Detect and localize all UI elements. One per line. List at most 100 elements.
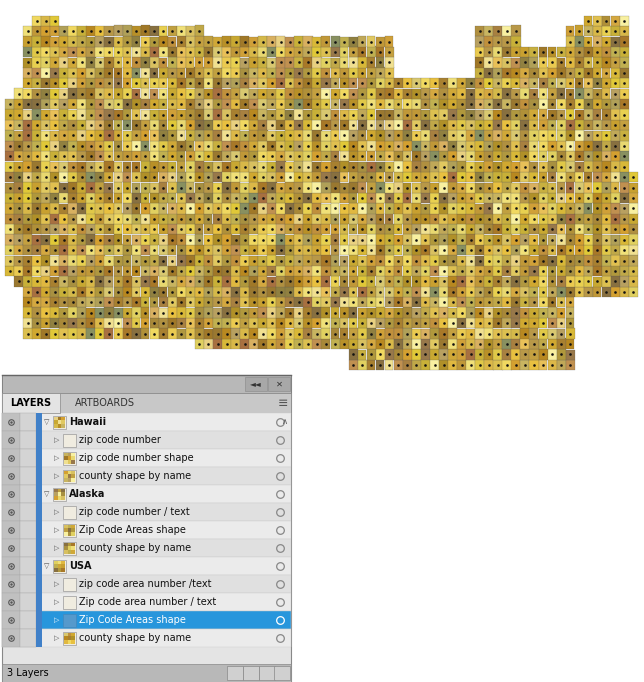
- Bar: [32, 203, 41, 213]
- Bar: [493, 349, 502, 359]
- Bar: [321, 328, 330, 339]
- Bar: [177, 266, 186, 276]
- Bar: [186, 224, 194, 235]
- Bar: [86, 109, 96, 120]
- Bar: [357, 266, 366, 276]
- Bar: [113, 297, 123, 308]
- Bar: [312, 318, 321, 328]
- Bar: [529, 120, 538, 130]
- Bar: [457, 224, 466, 235]
- Bar: [95, 286, 104, 297]
- Bar: [59, 151, 68, 162]
- Bar: [538, 349, 548, 359]
- Bar: [602, 161, 611, 172]
- Bar: [149, 183, 159, 193]
- Bar: [122, 46, 131, 57]
- Bar: [86, 308, 95, 318]
- Bar: [77, 297, 86, 308]
- Bar: [59, 36, 68, 46]
- Bar: [249, 308, 258, 318]
- Bar: [520, 349, 529, 359]
- Bar: [547, 119, 556, 130]
- Bar: [158, 245, 168, 255]
- Bar: [375, 193, 385, 203]
- Bar: [611, 99, 620, 109]
- Bar: [131, 78, 140, 89]
- Bar: [68, 550, 71, 554]
- Bar: [32, 244, 41, 255]
- Bar: [59, 120, 68, 130]
- Bar: [547, 203, 557, 213]
- Bar: [149, 308, 159, 318]
- Bar: [95, 308, 104, 318]
- Bar: [2, 375, 291, 682]
- Bar: [565, 68, 574, 78]
- Bar: [113, 47, 123, 57]
- Bar: [258, 47, 267, 57]
- Bar: [620, 141, 629, 151]
- Bar: [231, 287, 241, 297]
- Bar: [41, 68, 51, 78]
- Bar: [412, 297, 421, 308]
- Bar: [186, 68, 195, 78]
- Bar: [140, 256, 150, 266]
- Bar: [412, 339, 421, 349]
- Bar: [168, 328, 177, 339]
- Bar: [58, 496, 61, 499]
- Bar: [565, 182, 574, 193]
- Bar: [547, 235, 556, 245]
- Bar: [394, 162, 403, 172]
- Bar: [303, 245, 312, 255]
- Bar: [403, 161, 412, 172]
- Text: Alaska: Alaska: [69, 489, 106, 499]
- Bar: [385, 266, 394, 276]
- Bar: [231, 78, 240, 89]
- Bar: [104, 68, 113, 78]
- Bar: [71, 546, 75, 550]
- Bar: [439, 245, 448, 255]
- Bar: [249, 286, 258, 297]
- Bar: [529, 328, 538, 339]
- Bar: [276, 203, 286, 213]
- Bar: [294, 88, 303, 99]
- Bar: [71, 636, 75, 640]
- Bar: [86, 37, 95, 46]
- Bar: [366, 297, 376, 308]
- Bar: [59, 183, 68, 193]
- Bar: [321, 173, 331, 182]
- Bar: [312, 141, 321, 151]
- Bar: [511, 57, 521, 68]
- Bar: [240, 140, 249, 151]
- Bar: [71, 456, 75, 460]
- Bar: [50, 68, 60, 78]
- Bar: [231, 88, 240, 99]
- Bar: [520, 78, 529, 89]
- Bar: [412, 224, 421, 235]
- Bar: [448, 130, 458, 140]
- Bar: [5, 256, 14, 266]
- Bar: [602, 203, 611, 213]
- Bar: [348, 182, 358, 193]
- Bar: [312, 151, 322, 162]
- Bar: [556, 276, 566, 286]
- Bar: [23, 46, 32, 57]
- Bar: [330, 318, 339, 328]
- Bar: [357, 162, 367, 172]
- Bar: [457, 307, 466, 318]
- Bar: [68, 456, 71, 460]
- Bar: [502, 339, 511, 349]
- Bar: [330, 110, 339, 120]
- Bar: [186, 318, 194, 328]
- Bar: [195, 68, 204, 78]
- Bar: [104, 46, 113, 57]
- Bar: [258, 162, 267, 172]
- Bar: [602, 287, 611, 297]
- Bar: [439, 328, 448, 339]
- Bar: [357, 109, 366, 120]
- Bar: [421, 130, 430, 140]
- Bar: [493, 110, 502, 120]
- Bar: [602, 276, 611, 286]
- Bar: [68, 130, 77, 140]
- Bar: [502, 277, 511, 286]
- Bar: [439, 99, 448, 109]
